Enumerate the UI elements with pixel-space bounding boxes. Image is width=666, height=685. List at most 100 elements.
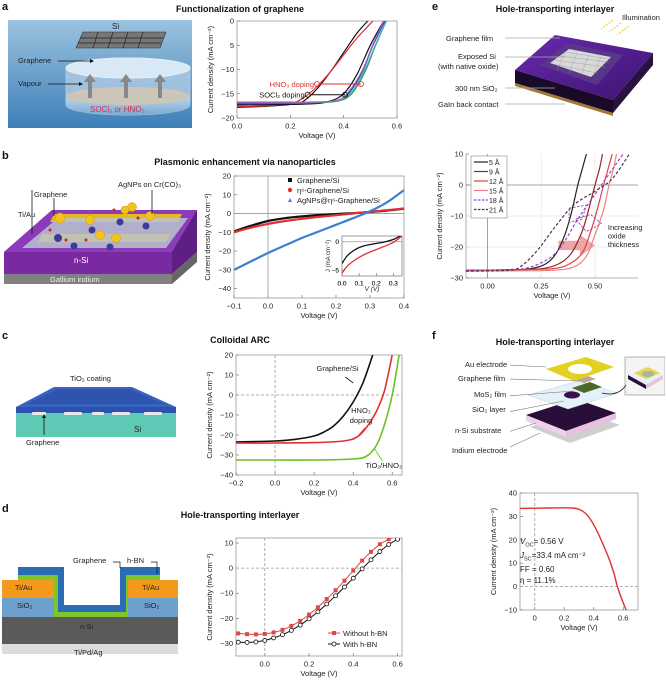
series-line--graphene-si [234, 207, 404, 234]
x-axis-label: Voltage (V) [300, 669, 338, 678]
sio2-side-right [613, 53, 653, 113]
x-tick-label: 0.0 [263, 302, 273, 311]
voc-sub: OC [525, 542, 534, 549]
legend-label: 18 Å [489, 196, 504, 205]
series-line-18- [466, 154, 624, 271]
exposed-si [550, 49, 611, 77]
x-tick-label: 0.1 [355, 281, 364, 288]
legend-label: AgNPs@η⁶-Graphene/Si [297, 196, 380, 205]
label-sio2-layer: SiO₂ layer [472, 405, 506, 414]
y-tick-label: −30 [220, 451, 233, 460]
y-tick-label: −40 [218, 284, 231, 293]
sio2-left [2, 598, 54, 617]
y-tick-label: 10 [225, 539, 233, 548]
chart-d: 0.0 0.2 0.4 0.6 10 0 −10 −20 −30 Voltage (V) Curre… [205, 537, 403, 678]
data-point [324, 597, 329, 602]
plot-frame [235, 354, 403, 476]
legend-label: 21 Å [489, 206, 504, 215]
y-tick-label: 0 [229, 391, 233, 400]
label-hbn: h-BN [127, 556, 145, 565]
y-tick-label: −30 [450, 274, 463, 283]
hno3-marker-left [314, 81, 320, 88]
gain-contact [515, 83, 613, 116]
x-tick-label: 0.0 [260, 660, 270, 669]
x-tick-label: 0.6 [387, 479, 397, 488]
label-agnps: AgNPs on Cr(CO)₃ [118, 180, 182, 189]
eta-value: η = 11.1% [520, 575, 556, 585]
y-axis-label: Current density (mA cm⁻²) [489, 507, 498, 595]
x-tick-label: 0.3 [389, 281, 398, 288]
series-line--graphene-si [342, 236, 402, 274]
label-illumination: Illumination [622, 13, 660, 22]
y-tick-label: 0 [335, 239, 339, 246]
label-gain-contact: GaIn back contact [438, 100, 499, 109]
plot-frame [233, 175, 405, 299]
x-tick-label: 0.2 [285, 122, 295, 131]
x-axis-label: Voltage (V) [300, 488, 338, 497]
x-tick-label: 0.0 [270, 479, 280, 488]
x-tick-label: 0.2 [331, 302, 341, 311]
sio2-side [515, 70, 613, 113]
data-point [253, 639, 259, 645]
data-point [280, 632, 285, 638]
legend-label: Without h-BN [343, 629, 388, 638]
data-point [315, 605, 320, 610]
data-point [333, 588, 338, 593]
data-point [271, 630, 276, 635]
y-tick-label: −30 [220, 639, 233, 648]
label-indium-electrode: Indium electrode [452, 446, 508, 455]
x-tick-label: 0.3 [365, 302, 375, 311]
y-tick-label: 0 [229, 564, 233, 573]
legend-label: Graphene/Si [297, 176, 339, 185]
plot-frame [235, 537, 403, 657]
data-point [395, 538, 400, 542]
data-point [386, 538, 391, 542]
series-line-tio-hno- [236, 355, 400, 461]
series-line-12- [466, 154, 613, 271]
dashed-box [574, 213, 603, 233]
label-tio2: TiO₂ coating [70, 374, 111, 383]
ff-value: FF = 0.60 [520, 565, 555, 575]
diagram-b [4, 190, 197, 284]
tiau-left [2, 580, 54, 598]
series-line-graphene-si [342, 236, 402, 264]
data-point [359, 566, 365, 572]
leader-lines-f [510, 364, 581, 448]
panel-title-b: Plasmonic enhancement via nanoparticles [154, 157, 336, 167]
x-tick-label: 0.0 [337, 281, 346, 288]
chart-b: −0.1 0.0 0.1 0.2 0.3 0.4 20 10 0 −10 −20 −30 −40 Volt… [203, 172, 409, 321]
panel-letter-a: a [2, 1, 9, 13]
panel-title-f: Hole-transporting interlayer [495, 337, 615, 347]
data-point [306, 616, 312, 622]
x-tick-label: 0.2 [309, 479, 319, 488]
y-tick-label: −20 [220, 431, 233, 440]
y-tick-label: 5 [230, 41, 234, 50]
y-tick-label: 0 [227, 209, 231, 218]
label-graphene: Graphene [18, 56, 52, 65]
data-point [369, 549, 374, 554]
annotation-oxide-thickness: thickness [608, 240, 640, 249]
data-point [368, 557, 374, 563]
label-sio2-left: SiO₂ [17, 601, 33, 610]
annotation-oxide-thickness: oxide [608, 231, 626, 240]
tiau-right [128, 580, 178, 598]
annotation-arrow [356, 427, 366, 438]
y-axis-label: Current density (mA cm⁻²) [205, 371, 214, 459]
legend-box [470, 155, 508, 219]
data-point [288, 627, 294, 633]
graphene-lattice [78, 31, 163, 49]
data-point [244, 640, 250, 645]
y-tick-label: 0 [459, 181, 463, 190]
legend-marker [288, 178, 292, 182]
x-tick-label: 0.4 [589, 614, 599, 623]
data-point [360, 558, 365, 563]
y-tick-label: 0 [230, 17, 234, 26]
diagram-c [16, 387, 176, 437]
data-point [342, 578, 347, 583]
plot-frame [341, 235, 403, 277]
vapour-arrows [84, 74, 166, 98]
legend-label: 5 Å [489, 158, 500, 167]
data-point [271, 635, 277, 641]
y-tick-label: −30 [218, 265, 231, 274]
x-tick-label: 0.2 [372, 281, 381, 288]
